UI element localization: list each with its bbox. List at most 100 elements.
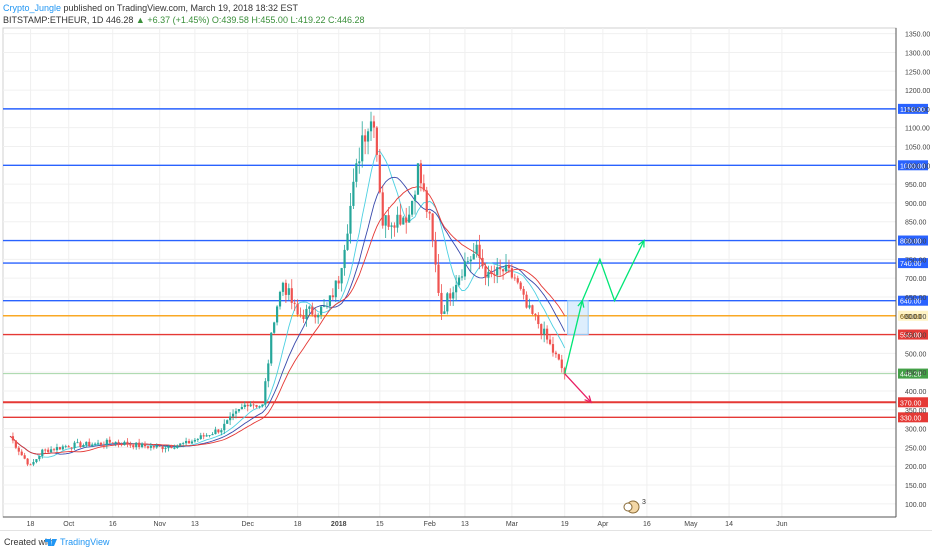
candle-body <box>325 305 329 307</box>
price-tick-label: 800.00 <box>905 239 927 246</box>
bearish-arrow <box>564 373 592 403</box>
candle-body <box>496 267 499 276</box>
candle-body <box>47 449 50 453</box>
price-tick-label: 1250.00 <box>905 69 930 76</box>
time-tick-label: 14 <box>725 521 733 528</box>
candle-body <box>38 456 41 460</box>
candle-body <box>408 214 411 223</box>
candle-body <box>410 200 414 215</box>
time-tick-label: Oct <box>63 521 74 528</box>
level-label: 800.00 <box>900 239 922 246</box>
projection-arrows <box>564 239 645 404</box>
candle-body <box>55 447 59 451</box>
candle-body <box>158 445 161 447</box>
candle-body <box>270 332 273 364</box>
candle-body <box>446 293 449 312</box>
candle-body <box>428 211 431 214</box>
price-tick-label: 1050.00 <box>905 144 930 151</box>
candle-body <box>267 363 270 382</box>
candle-body <box>143 443 147 447</box>
candle-body <box>88 441 91 447</box>
candle-body <box>437 264 440 293</box>
candle-body <box>460 276 464 278</box>
price-tick-label: 450.00 <box>905 370 927 377</box>
candle-body <box>314 314 317 318</box>
time-axis[interactable]: 18 Oct 16 Nov 13 Dec 18 2018 15 Feb 13 Mar 19 Apr 16 Ma… <box>3 516 896 528</box>
candle-body <box>138 442 141 448</box>
price-chart[interactable]: 1150.00 1000.00 800.00 740.00 640.00 600.00 55… <box>0 0 932 530</box>
candle-body <box>76 442 79 444</box>
candle-body <box>196 439 199 440</box>
candle-body <box>358 161 361 164</box>
candle-body <box>378 154 381 193</box>
time-tick-label: 18 <box>294 521 302 528</box>
candle-body <box>311 306 314 315</box>
candle-body <box>443 311 446 314</box>
candle-body <box>322 306 326 307</box>
candle-body <box>114 441 117 444</box>
footer-bar: Created with TradingView <box>0 530 932 551</box>
level-label: 330.00 <box>900 415 922 422</box>
candle-body <box>140 443 144 448</box>
candle-body <box>478 244 481 258</box>
candle-body <box>557 354 560 360</box>
level-label-bg <box>898 235 928 246</box>
candle-body <box>249 404 252 407</box>
candle-body <box>290 288 293 303</box>
price-tick-label: 550.00 <box>905 333 927 340</box>
level-label-bg <box>898 329 928 340</box>
candle-body <box>516 278 519 283</box>
candle-body <box>387 215 390 227</box>
candle-body <box>67 446 70 448</box>
candle-body <box>431 213 434 241</box>
events-icon[interactable]: 3 <box>623 499 646 514</box>
candle-body <box>416 163 420 195</box>
candle-body <box>202 435 205 437</box>
price-tick-label: 400.00 <box>905 389 927 396</box>
candle-body <box>64 446 67 448</box>
candle-body <box>390 225 393 227</box>
candle-body <box>261 404 264 407</box>
candle-body <box>185 440 188 444</box>
candle-body <box>299 314 302 316</box>
candle-body <box>255 404 258 407</box>
price-tick-label: 650.00 <box>905 295 927 302</box>
candle-body <box>466 261 469 263</box>
symbol-line: BITSTAMP:ETHEUR, 1D 446.28 ▲ +6.37 (+1.4… <box>3 14 365 26</box>
candle-body <box>243 404 246 408</box>
candle-body <box>531 305 534 314</box>
candle-body <box>44 449 47 451</box>
candle-body <box>393 225 396 228</box>
price-tick-label: 500.00 <box>905 351 927 358</box>
candle-body <box>179 443 182 446</box>
candle-body <box>58 447 61 450</box>
candle-body <box>419 163 422 184</box>
candle-body <box>108 439 111 443</box>
price-axis[interactable]: 100.00 150.00 200.00 250.00 300.00 350.00 400.… <box>895 28 930 517</box>
tradingview-brand-link[interactable]: TradingView <box>60 537 110 547</box>
candle-body <box>375 127 378 155</box>
time-tick-label: 16 <box>643 521 651 528</box>
candle-body <box>487 271 490 278</box>
candle-body <box>237 409 241 412</box>
candle-body <box>132 445 135 448</box>
price-tick-label: 700.00 <box>905 276 927 283</box>
candle-body <box>366 131 370 142</box>
author-link[interactable]: Crypto_Jungle <box>3 3 62 13</box>
candle-body <box>49 449 53 453</box>
price-tick-label: 350.00 <box>905 408 927 415</box>
candle-body <box>302 315 305 319</box>
candle-body <box>504 264 508 272</box>
candle-body <box>455 284 458 293</box>
candle-body <box>252 404 255 406</box>
candle-body <box>123 441 126 446</box>
price-tick-label: 300.00 <box>905 427 927 434</box>
candle-body <box>41 449 44 457</box>
candle-body <box>135 442 138 448</box>
candle-body <box>422 183 425 191</box>
symbol-label: BITSTAMP:ETHEUR, 1D <box>3 15 104 25</box>
horizontal-levels: 1150.00 1000.00 800.00 740.00 640.00 600.00 55… <box>3 103 928 423</box>
candle-body <box>258 406 261 407</box>
candle-body <box>284 282 287 295</box>
candle-body <box>129 444 132 446</box>
